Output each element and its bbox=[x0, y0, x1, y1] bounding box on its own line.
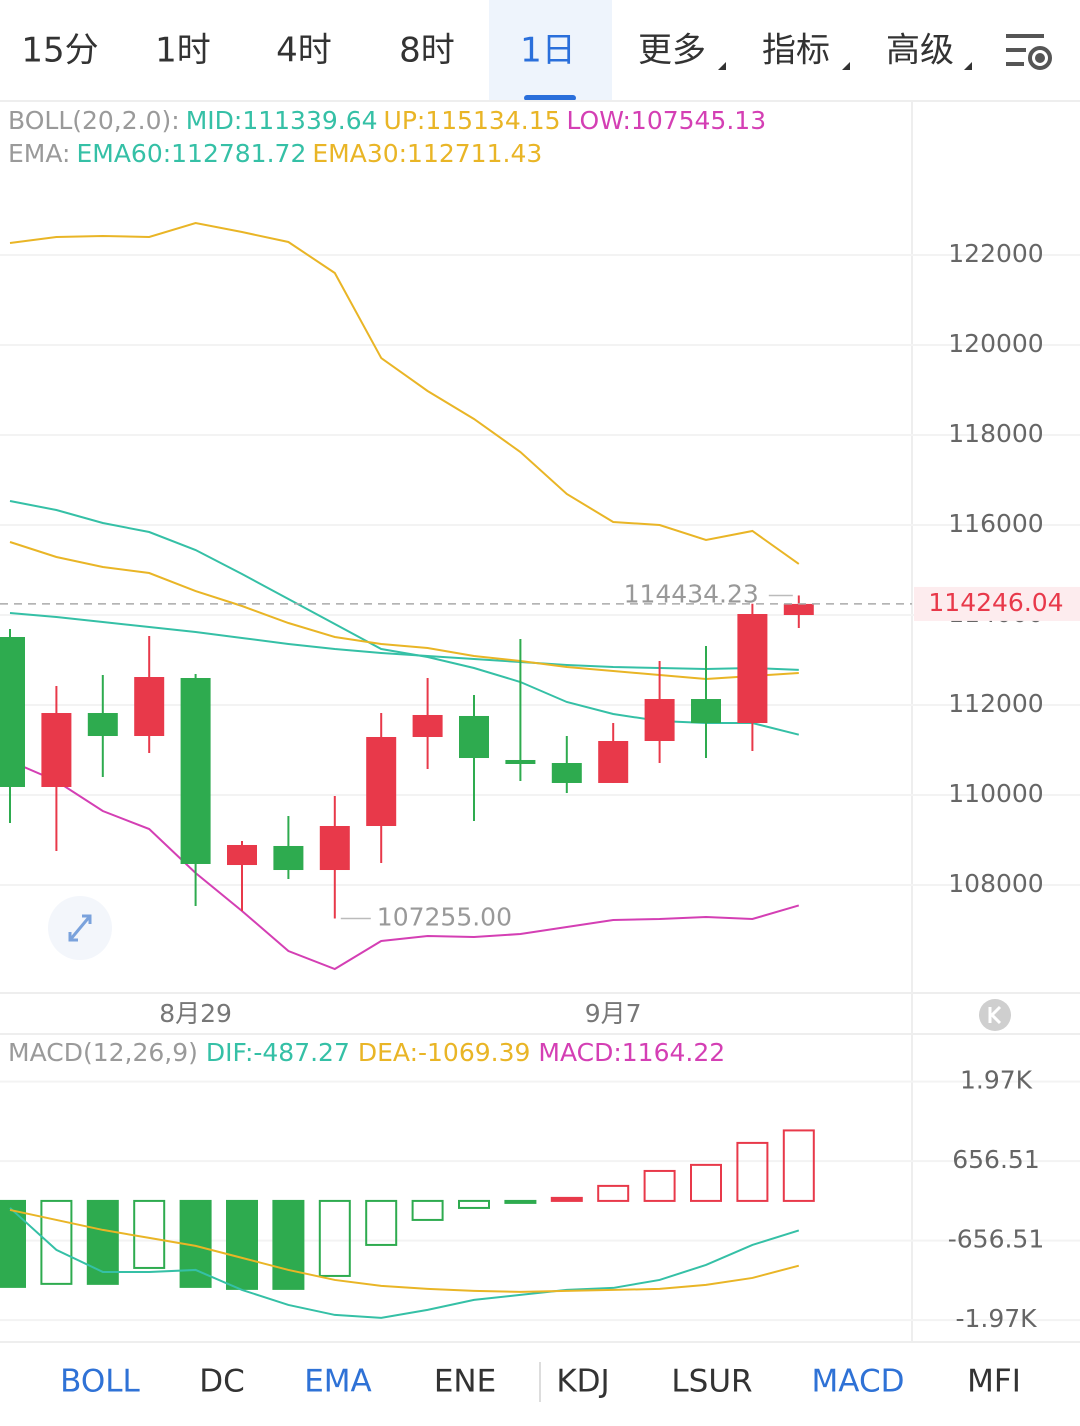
indicator-tab[interactable]: DC bbox=[199, 1364, 245, 1400]
y-tick-label: 110000 bbox=[948, 779, 1043, 808]
macd-line bbox=[9, 1207, 800, 1319]
legend-item: MACD:1164.22 bbox=[538, 1038, 725, 1067]
macd-bar bbox=[318, 1199, 351, 1277]
candle-body bbox=[737, 614, 768, 723]
macd-bar bbox=[736, 1141, 769, 1202]
candle-body bbox=[644, 699, 675, 741]
legend-item: EMA30:112711.43 bbox=[312, 139, 542, 168]
tab[interactable]: 更多 bbox=[638, 31, 706, 71]
macd-bar bbox=[782, 1129, 815, 1202]
y-tick-label: 122000 bbox=[948, 239, 1043, 268]
candle-body bbox=[459, 715, 489, 759]
candle-body bbox=[412, 714, 443, 737]
tab[interactable]: 指标 bbox=[762, 31, 830, 71]
y-tick-label: 120000 bbox=[948, 329, 1043, 358]
legend-item: DIF:-487.27 bbox=[206, 1038, 350, 1067]
tab[interactable]: 1日 bbox=[520, 31, 576, 71]
indicator-tab[interactable]: LSUR bbox=[671, 1364, 752, 1400]
y-tick-label: 118000 bbox=[948, 419, 1043, 448]
dropdown-arrow bbox=[964, 62, 972, 70]
legend: MACD(12,26,9) DIF:-487.27 DEA:-1069.39 MACD… bbox=[8, 1038, 725, 1067]
candle-body bbox=[41, 713, 72, 787]
y-tick-label: 1.97K bbox=[960, 1066, 1033, 1095]
dropdown-arrow bbox=[842, 62, 850, 70]
y-tick-label: -1.97K bbox=[955, 1304, 1037, 1333]
legend: BOLL(20,2.0): MID:111339.64 UP:115134.15 LO… bbox=[8, 106, 766, 135]
settings-icon[interactable] bbox=[1006, 34, 1052, 70]
macd-line bbox=[9, 1208, 800, 1293]
selected-tab-bg bbox=[489, 0, 612, 101]
macd-bar bbox=[504, 1199, 537, 1204]
candle-body bbox=[227, 844, 257, 866]
candle-body bbox=[180, 678, 211, 864]
min-price-label: 107255.00 bbox=[377, 903, 512, 932]
legend-item: BOLL(20,2.0): bbox=[8, 106, 180, 135]
indicator-tab[interactable]: EMA bbox=[304, 1364, 372, 1400]
candle-body bbox=[551, 763, 582, 783]
legend: EMA: EMA60:112781.72 EMA30:112711.43 bbox=[8, 139, 542, 168]
x-tick-label: 9月7 bbox=[585, 999, 642, 1028]
tab[interactable]: 4时 bbox=[276, 31, 332, 71]
y-tick-label: 116000 bbox=[948, 509, 1043, 538]
macd-bar bbox=[226, 1199, 258, 1290]
indicator-tab[interactable]: KDJ bbox=[556, 1364, 609, 1400]
legend-item: EMA60:112781.72 bbox=[76, 139, 306, 168]
current-price-label: 114246.04 bbox=[928, 588, 1063, 617]
candle-body bbox=[134, 677, 165, 737]
candle-body bbox=[691, 699, 721, 723]
tab[interactable]: 8时 bbox=[399, 31, 455, 71]
macd-bar bbox=[86, 1199, 119, 1285]
legend-item: LOW:107545.13 bbox=[567, 106, 767, 135]
macd-bar bbox=[272, 1199, 305, 1290]
indicator-line bbox=[9, 612, 799, 671]
macd-bar bbox=[458, 1199, 490, 1209]
indicator-tab[interactable]: ENE bbox=[434, 1364, 496, 1400]
candle-body bbox=[0, 637, 25, 787]
y-tick-label: 112000 bbox=[948, 689, 1043, 718]
indicator-line bbox=[9, 760, 800, 971]
collapse-button[interactable] bbox=[979, 999, 1011, 1031]
candle-body bbox=[505, 759, 536, 764]
expand-button[interactable] bbox=[48, 896, 112, 960]
dropdown-arrow bbox=[718, 62, 726, 70]
indicator-line bbox=[9, 221, 800, 565]
legend-item: MACD(12,26,9) bbox=[8, 1038, 198, 1067]
legend-item: DEA:-1069.39 bbox=[358, 1038, 531, 1067]
indicator-tab[interactable]: MFI bbox=[967, 1364, 1021, 1400]
tab[interactable]: 高级 bbox=[886, 31, 954, 71]
indicator-tab[interactable]: BOLL bbox=[60, 1364, 140, 1400]
indicator-line bbox=[9, 541, 799, 680]
selected-tab-underline bbox=[524, 95, 576, 101]
macd-bar bbox=[690, 1163, 722, 1202]
macd-bar bbox=[411, 1199, 444, 1221]
indicator-tab[interactable]: MACD bbox=[812, 1364, 905, 1400]
candle-body bbox=[87, 713, 118, 737]
macd-bar bbox=[550, 1196, 583, 1202]
candle-body bbox=[783, 603, 814, 615]
legend-item: UP:115134.15 bbox=[384, 106, 561, 135]
candle-body bbox=[598, 741, 629, 783]
macd-bar bbox=[597, 1184, 630, 1202]
macd-bar bbox=[0, 1199, 26, 1288]
legend-item: MID:111339.64 bbox=[186, 106, 378, 135]
candle-body bbox=[366, 736, 397, 827]
legend-item: EMA: bbox=[8, 139, 70, 168]
candle-body bbox=[273, 845, 304, 871]
y-tick-label: 656.51 bbox=[952, 1145, 1039, 1174]
macd-bar bbox=[643, 1169, 676, 1202]
y-tick-label: 108000 bbox=[948, 869, 1043, 898]
tab[interactable]: 15分 bbox=[21, 31, 98, 71]
tab[interactable]: 1时 bbox=[155, 31, 211, 71]
macd-bar bbox=[365, 1199, 398, 1246]
current-price-bg bbox=[914, 586, 1080, 621]
macd-bar bbox=[40, 1199, 73, 1285]
y-tick-label: -656.51 bbox=[948, 1225, 1045, 1254]
candle-body bbox=[319, 826, 350, 871]
x-tick-label: 8月29 bbox=[159, 999, 232, 1028]
